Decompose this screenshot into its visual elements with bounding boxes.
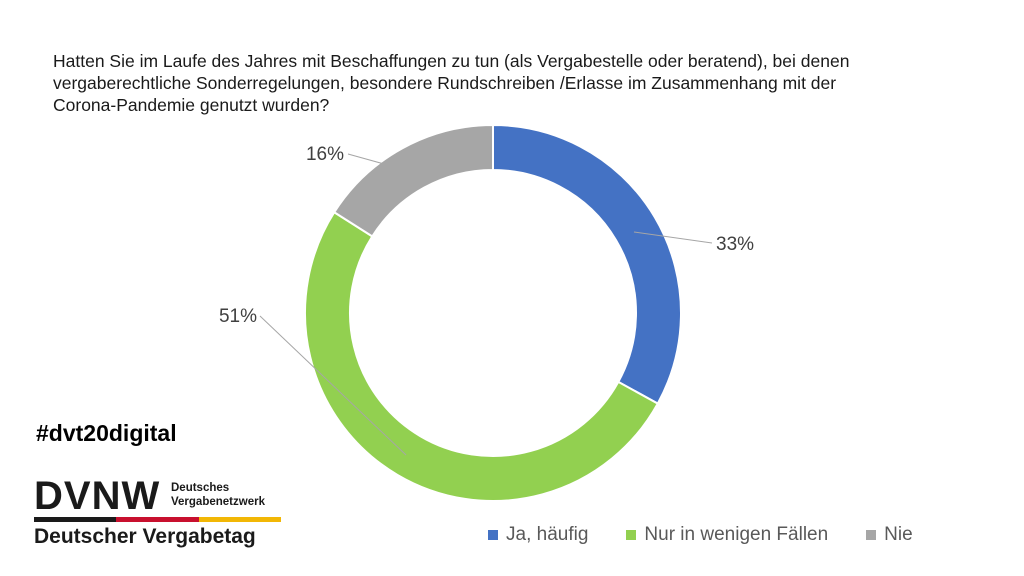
logo-sub-line-2: Vergabenetzwerk <box>171 496 265 508</box>
data-label-ja-haeufig: 33% <box>716 234 754 255</box>
legend-item-ja-haeufig: Ja, häufig <box>488 524 588 546</box>
dvnw-logo: DVNW Deutsches Vergabenetzwerk Deutscher… <box>34 476 294 556</box>
chart-legend: Ja, häufig Nur in wenigen Fällen Nie <box>488 524 913 546</box>
logo-mark: DVNW <box>34 474 161 518</box>
donut-slice-nie <box>332 123 494 238</box>
hashtag: #dvt20digital <box>36 420 177 446</box>
leader-line-nie <box>347 153 385 165</box>
logo-bottom-text: Deutscher Vergabetag <box>34 525 256 548</box>
donut-slice-nur-in-wenigen-faellen <box>304 210 660 502</box>
legend-label: Ja, häufig <box>506 524 589 545</box>
leader-line-nur-in-wenigen-faellen <box>259 315 407 456</box>
donut-slice-ja-haeufig <box>492 123 682 405</box>
legend-item-nur-in-wenigen-faellen: Nur in wenigen Fällen <box>626 524 828 546</box>
logo-subtitle: Deutsches Vergabenetzwerk <box>171 481 265 509</box>
legend-swatch <box>866 530 877 540</box>
logo-stripes <box>34 517 281 522</box>
legend-swatch <box>488 530 498 540</box>
logo-stripe-black <box>34 517 117 522</box>
legend-label: Nur in wenigen Fällen <box>644 524 829 545</box>
data-label-nur-in-wenigen-faellen: 51% <box>219 306 257 327</box>
question-title: Hatten Sie im Laufe des Jahres mit Besch… <box>53 50 953 116</box>
leader-line-ja-haeufig <box>633 231 713 244</box>
title-line-3: Corona-Pandemie genutzt wurden? <box>53 95 330 115</box>
title-line-1: Hatten Sie im Laufe des Jahres mit Besch… <box>53 51 850 71</box>
legend-swatch <box>626 530 637 540</box>
logo-sub-line-1: Deutsches <box>171 482 230 494</box>
logo-stripe-red <box>116 517 199 522</box>
data-label-nie: 16% <box>306 144 344 165</box>
legend-label: Nie <box>884 524 913 545</box>
logo-stripe-gold <box>198 517 281 522</box>
legend-item-nie: Nie <box>866 524 913 546</box>
title-line-2: vergaberechtliche Sonderregelungen, beso… <box>53 73 837 93</box>
